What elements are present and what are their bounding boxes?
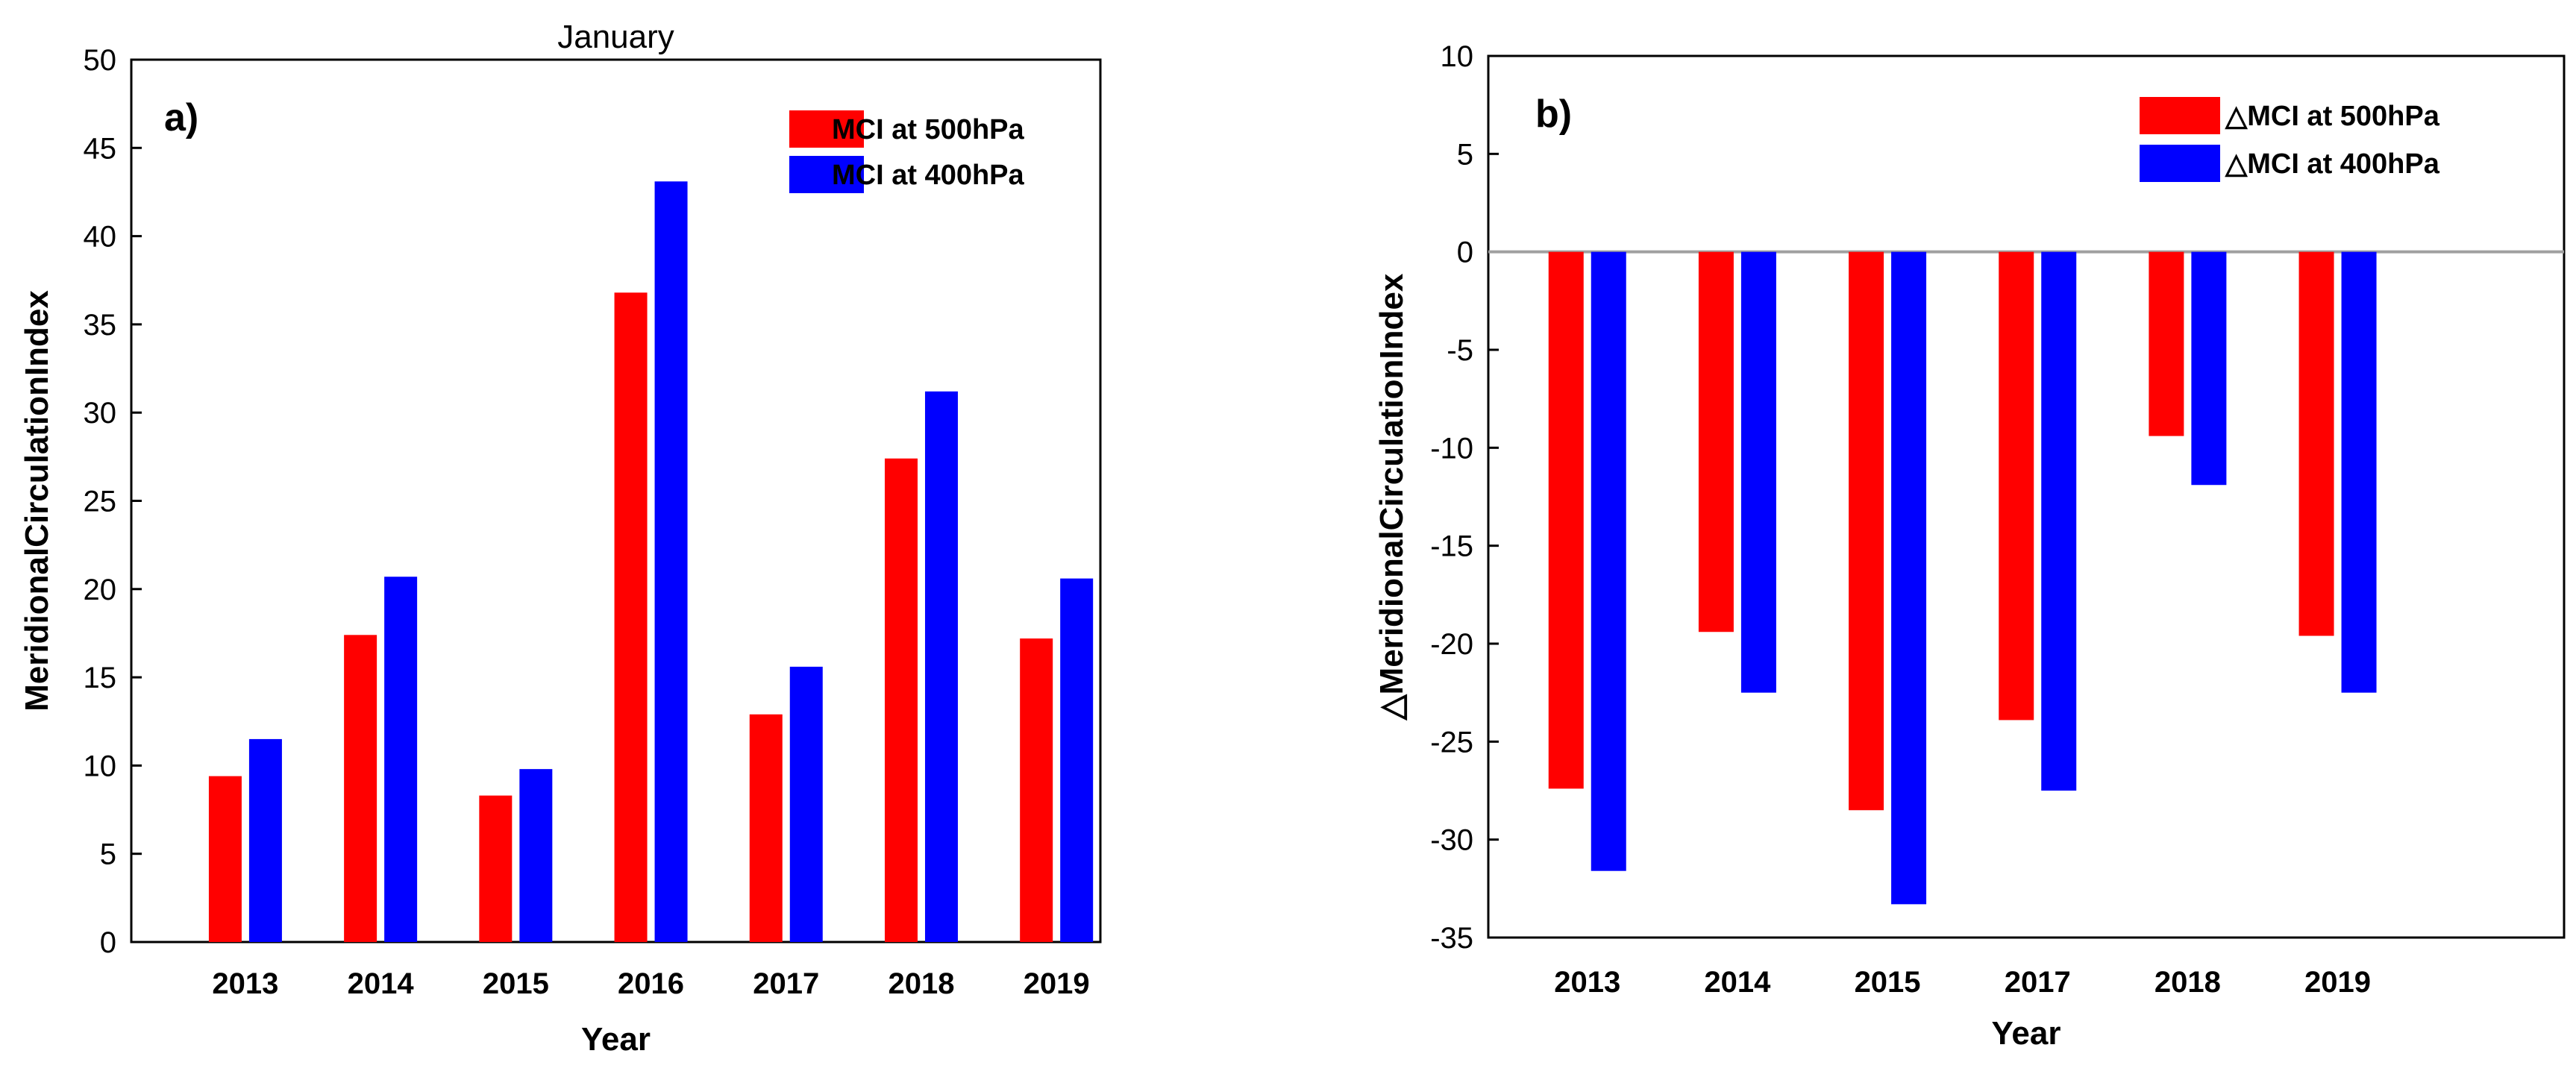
- x-tick-label: 2019: [2304, 966, 2371, 999]
- x-tick-label: 2014: [348, 967, 415, 1000]
- legend-label: △MCI at 400hPa: [2225, 148, 2440, 180]
- x-tick-label: 2018: [2154, 966, 2221, 999]
- bar-s500-2018: [884, 458, 918, 942]
- y-tick-label: -30: [1430, 824, 1473, 857]
- y-tick-label: 15: [84, 662, 117, 694]
- x-tick-label: 2016: [618, 967, 684, 1000]
- legend-label: MCI at 400hPa: [832, 160, 1025, 191]
- y-tick-label: -10: [1430, 432, 1473, 465]
- legend-swatch: [2140, 145, 2220, 182]
- y-tick-label: 0: [1457, 236, 1473, 269]
- bar-s500-2014: [1698, 251, 1734, 632]
- chart-panel-b: -35 -30 -25 -20 -15 -10 -5 0 5 10 2013 2014 2015 2017…: [1373, 40, 2566, 1052]
- x-tick-label: 2014: [1704, 966, 1771, 999]
- bar-s400-2017: [789, 666, 823, 942]
- y-tick-label: 25: [84, 486, 117, 518]
- legend-swatch: [2140, 97, 2220, 134]
- bar-s500-2017: [1999, 251, 2034, 720]
- y-tick-label: -35: [1430, 922, 1473, 955]
- panel-label: b): [1535, 92, 1572, 136]
- bar-s400-2017: [2041, 251, 2077, 791]
- bar-s400-2019: [2341, 251, 2377, 693]
- y-tick-label: 0: [100, 926, 116, 959]
- legend-label: △MCI at 500hPa: [2225, 101, 2440, 132]
- bar-s500-2013: [1548, 251, 1584, 789]
- y-axis-label: △MeridionalCirculationIndex: [1373, 273, 1410, 720]
- axes-frame: [1487, 54, 2566, 939]
- y-tick-label: 10: [84, 750, 117, 782]
- bar-s400-2014: [1740, 251, 1776, 693]
- x-tick-label: 2017: [753, 967, 819, 1000]
- y-axis-label: MeridionalCirculationIndex: [19, 290, 55, 712]
- y-tick-label: -5: [1447, 334, 1473, 367]
- y-tick-label: 5: [100, 838, 116, 871]
- y-tick-label: 20: [84, 574, 117, 606]
- bar-s400-2018: [924, 391, 958, 942]
- legend-swatch: [789, 156, 864, 193]
- x-tick-label: 2015: [1855, 966, 1921, 999]
- y-tick-label: -20: [1430, 628, 1473, 661]
- bar-s500-2019: [2298, 251, 2334, 636]
- bar-s500-2019: [1020, 638, 1053, 942]
- y-tick-label: 35: [84, 309, 117, 342]
- y-tick-label: -25: [1430, 726, 1473, 759]
- bar-s400-2015: [519, 769, 553, 942]
- x-tick-label: 2019: [1024, 967, 1090, 1000]
- y-tick-label: -15: [1430, 530, 1473, 563]
- x-tick-label: 2013: [1554, 966, 1620, 999]
- x-tick-label: 2017: [2005, 966, 2071, 999]
- x-tick-label: 2015: [483, 967, 549, 1000]
- bar-s400-2019: [1060, 578, 1094, 942]
- x-axis-label: Year: [581, 1021, 651, 1058]
- y-tick-label: 45: [84, 132, 117, 165]
- y-tick-label: 40: [84, 221, 117, 254]
- bar-s500-2013: [208, 776, 242, 942]
- x-tick-label: 2013: [212, 967, 278, 1000]
- x-tick-label: 2018: [888, 967, 954, 1000]
- chart-title: January: [557, 19, 674, 55]
- bar-s400-2014: [384, 577, 418, 942]
- y-tick-label: 10: [1441, 40, 1474, 73]
- bar-s400-2016: [654, 181, 688, 942]
- y-tick-label: 50: [84, 44, 117, 77]
- chart-panel-a: 0 5 10 15 20 25 30 35 40 45 50 2013 2014 2015 2016 2017…: [19, 19, 1102, 1058]
- legend-swatch: [789, 110, 864, 148]
- bar-s400-2018: [2191, 251, 2227, 486]
- y-tick-label: 30: [84, 397, 117, 430]
- y-tick-label: 5: [1457, 138, 1473, 171]
- bar-s500-2017: [749, 714, 783, 942]
- bar-s500-2014: [344, 635, 377, 942]
- legend-label: MCI at 500hPa: [832, 114, 1025, 145]
- bar-s400-2013: [1591, 251, 1626, 871]
- x-axis-label: Year: [1992, 1015, 2061, 1052]
- bar-s400-2015: [1891, 251, 1927, 905]
- bar-s500-2018: [2149, 251, 2184, 436]
- bar-s500-2015: [1849, 251, 1884, 811]
- bar-s500-2015: [479, 795, 513, 942]
- bar-s400-2013: [248, 738, 282, 942]
- bar-s500-2016: [614, 292, 648, 942]
- panel-label: a): [164, 96, 198, 139]
